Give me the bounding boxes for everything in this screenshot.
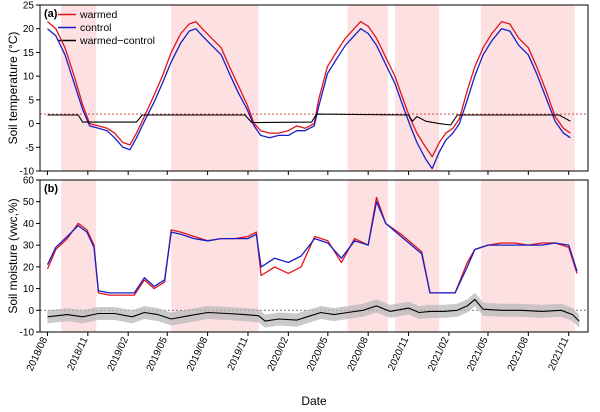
legend-entry: control (80, 22, 112, 34)
y-tick-label: 0 (28, 306, 34, 317)
x-tick-label: 2019/05 (145, 335, 170, 373)
legend-entry: warmed−control (79, 35, 155, 47)
x-tick-label: 2018/08 (25, 335, 50, 373)
panel-b-frame (39, 179, 589, 333)
x-tick-label: 2019/08 (185, 335, 210, 373)
x-tick-label: 2020/05 (305, 335, 330, 373)
x-tick-label: 2021/08 (506, 335, 531, 373)
x-tick-label: 2019/02 (106, 335, 131, 373)
shaded-period (394, 5, 440, 171)
shaded-period (480, 5, 575, 171)
y-tick-label: 15 (23, 48, 35, 59)
panel-b-series-control (46, 201, 578, 294)
y-tick-label: 10 (23, 284, 35, 295)
y-tick-label: 30 (23, 241, 35, 252)
difference-uncertainty-band (47, 292, 580, 328)
x-tick-label: 2020/02 (266, 335, 291, 373)
y-tick-label: 20 (23, 24, 35, 35)
y-tick-label: -10 (20, 328, 35, 339)
y-tick-label: 10 (23, 72, 35, 83)
y-tick-label: 60 (23, 176, 35, 187)
shaded-period (61, 5, 97, 171)
y-tick-label: 20 (23, 262, 35, 273)
shaded-period (171, 5, 259, 171)
shaded-period (61, 180, 97, 332)
panel-b-ylabel: Soil moisture (vwc,%) (6, 198, 20, 313)
y-tick-label: 0 (28, 119, 34, 130)
x-tick-label: 2020/11 (386, 335, 411, 372)
y-tick-label: 5 (28, 95, 34, 106)
panel-b-series-difference (47, 298, 580, 322)
y-tick-label: 25 (23, 1, 35, 12)
panel-a: (a) Soil temperature (°C) warmedcontrolw… (6, 1, 589, 178)
panel-a-series-difference (47, 113, 571, 126)
y-tick-label: 50 (23, 197, 35, 208)
x-axis-title: Date (301, 394, 327, 408)
x-tick-label: 2020/08 (346, 335, 371, 373)
x-tick-label: 2021/05 (465, 335, 490, 373)
panel-a-ylabel: Soil temperature (°C) (6, 32, 20, 145)
y-tick-label: -5 (25, 143, 34, 154)
panel-b: (b) Soil moisture (vwc,%) Date -10 0 10 20 3… (6, 176, 589, 408)
legend-entry: warmed (79, 9, 118, 21)
panel-a-frame (39, 4, 589, 172)
x-tick-label: 2021/02 (426, 335, 451, 373)
x-tick-label: 2021/11 (546, 335, 571, 372)
x-tick-label: 2018/11 (66, 335, 91, 372)
y-tick-label: -10 (20, 167, 35, 178)
x-tick-label: 2019/11 (226, 335, 251, 372)
panel-b-label: (b) (44, 183, 58, 195)
y-tick-label: 40 (23, 219, 35, 230)
panel-a-series-control (47, 28, 571, 170)
panel-a-label: (a) (44, 8, 58, 20)
